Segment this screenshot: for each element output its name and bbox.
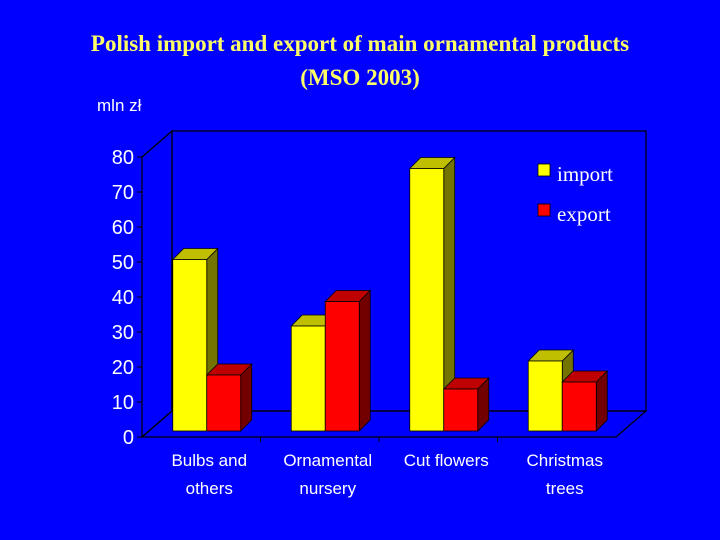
- category-label: Ornamental nursery: [283, 451, 372, 498]
- bar-export: [324, 289, 372, 432]
- bar-export: [561, 370, 609, 432]
- plot-frame: [140, 129, 648, 439]
- bar-export: [442, 377, 490, 432]
- category-label: Bulbs and others: [171, 451, 247, 498]
- bar-import: [408, 156, 456, 432]
- chart-title: Polish import and export of main ornamen…: [90, 31, 630, 56]
- y-axis-unit-label: mln zł: [97, 96, 142, 115]
- y-tick-label: 0: [123, 427, 134, 449]
- y-tick-label: 30: [112, 322, 134, 344]
- legend-label-export: export: [557, 202, 611, 226]
- y-tick-label: 10: [112, 392, 134, 414]
- y-tick-label: 50: [112, 252, 134, 274]
- floor: [140, 410, 648, 438]
- y-tick-label: 40: [112, 287, 134, 309]
- legend: import export: [508, 148, 620, 238]
- legend-swatch-export: [537, 203, 551, 217]
- y-tick-label: 80: [112, 147, 134, 169]
- legend-label-import: import: [557, 162, 613, 186]
- legend-swatch-import: [537, 163, 551, 177]
- y-tick-label: 20: [112, 357, 134, 379]
- side-wall: [141, 129, 173, 439]
- y-tick-label: 70: [112, 182, 134, 204]
- category-label: Cut flowers: [404, 451, 489, 470]
- legend-box: [508, 148, 620, 238]
- bar-export: [205, 363, 253, 432]
- x-axis-labels: Bulbs and others Ornamental nursery Cut flow…: [171, 451, 603, 498]
- y-axis-ticks: 0 10 20 30 40 50 60 70 80: [112, 147, 498, 449]
- bars: [171, 156, 609, 432]
- category-label: Christmas trees: [526, 451, 603, 498]
- y-tick-label: 60: [112, 217, 134, 239]
- chart-subtitle: (MSO 2003): [300, 65, 420, 90]
